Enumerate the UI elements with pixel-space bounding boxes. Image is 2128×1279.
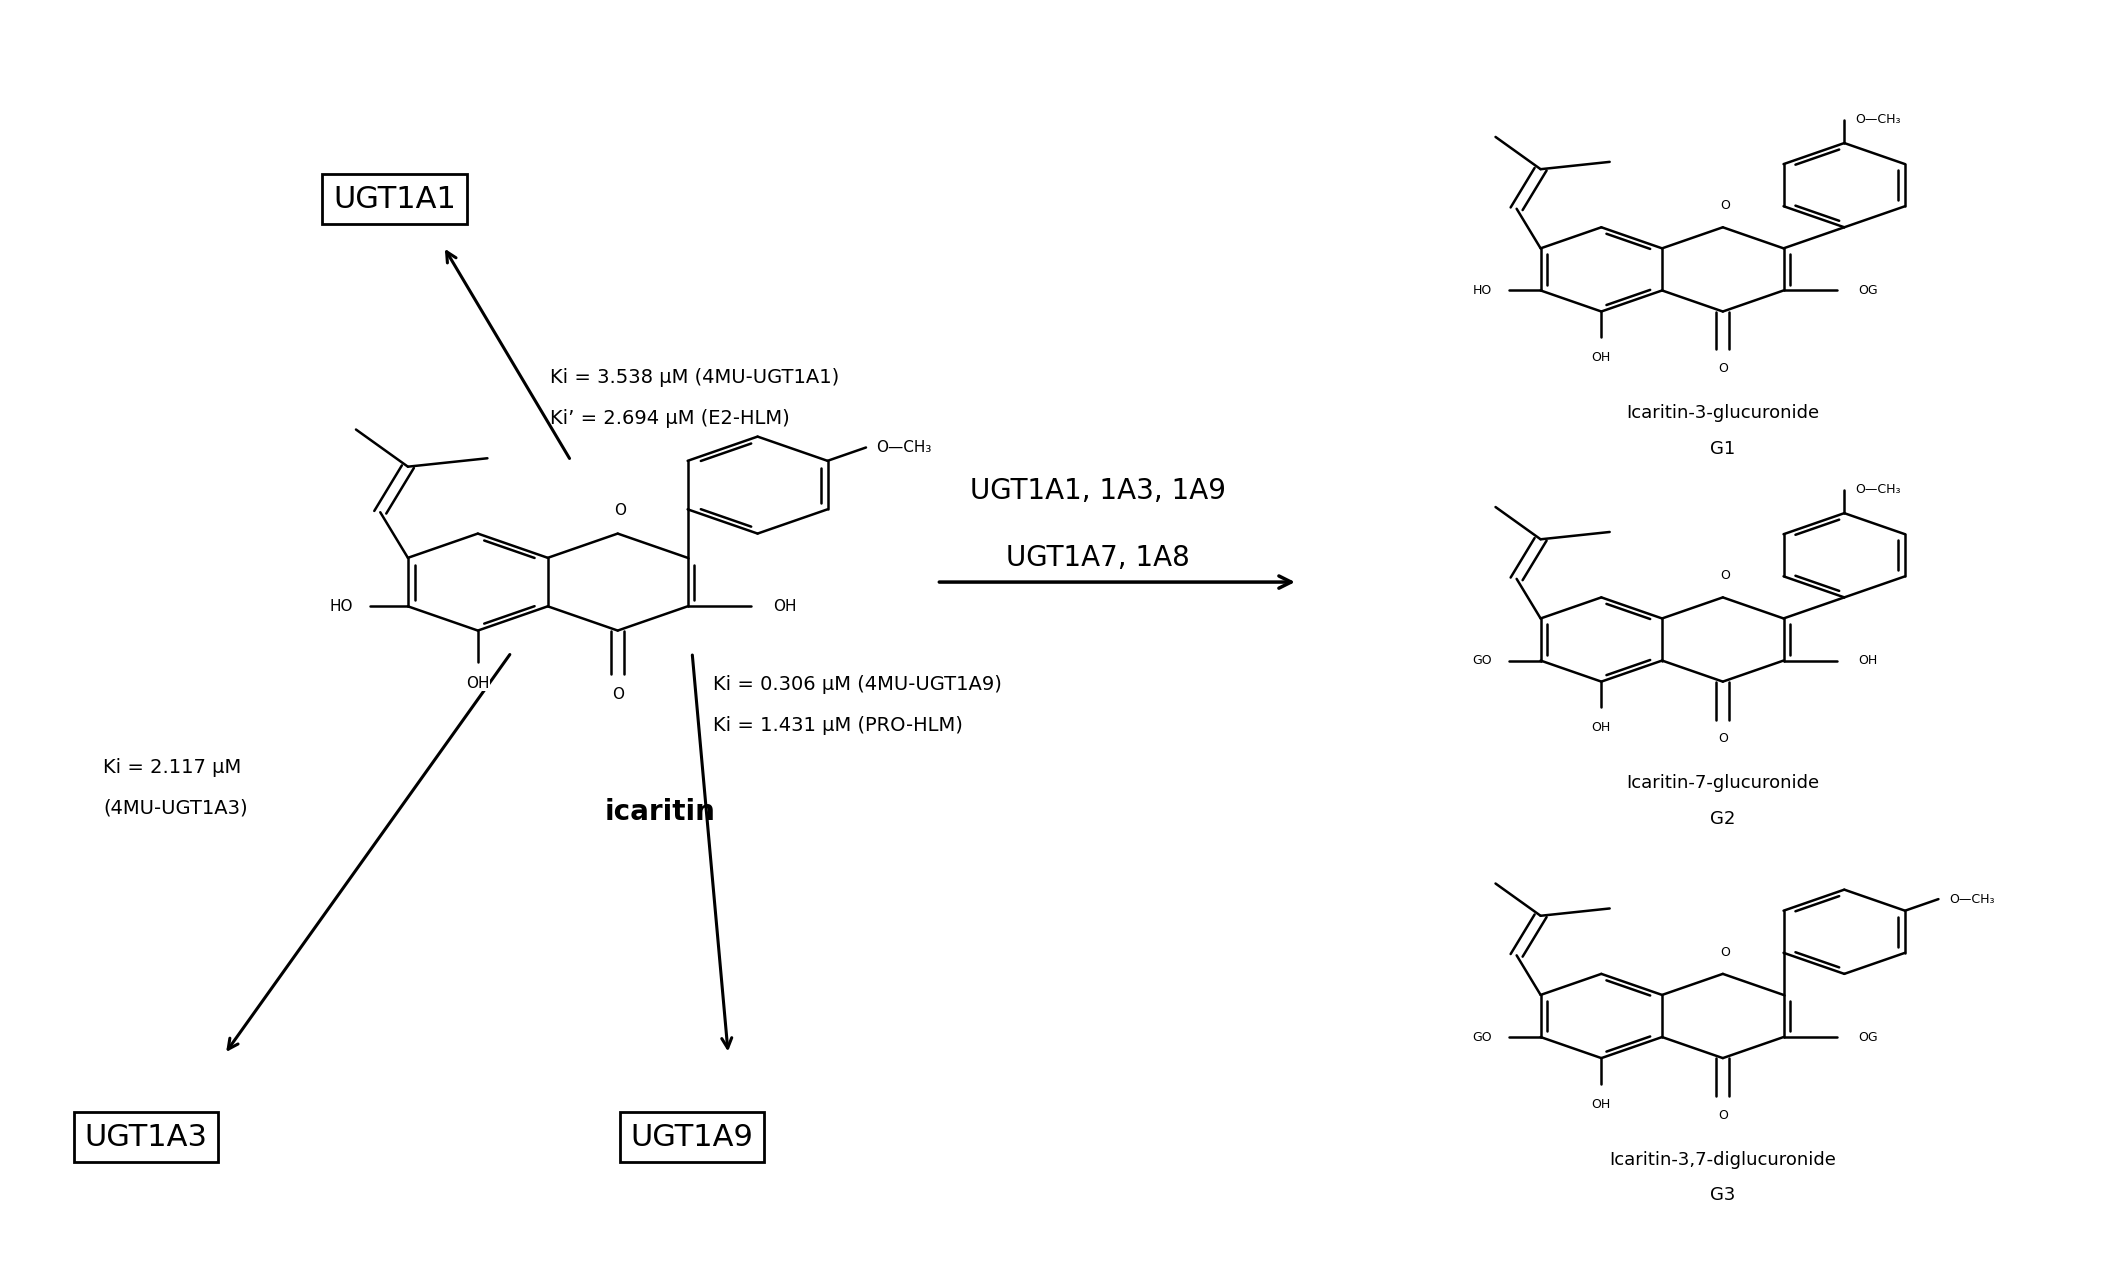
Text: HO: HO (1473, 284, 1492, 297)
Text: O: O (613, 503, 626, 518)
Text: O: O (1717, 1109, 1728, 1122)
Text: UGT1A1, 1A3, 1A9: UGT1A1, 1A3, 1A9 (970, 477, 1226, 505)
Text: UGT1A1: UGT1A1 (334, 184, 455, 214)
Text: O: O (1717, 733, 1728, 746)
Text: G2: G2 (1711, 810, 1736, 828)
Text: icaritin: icaritin (604, 798, 715, 826)
Text: G3: G3 (1711, 1187, 1736, 1205)
Text: UGT1A3: UGT1A3 (85, 1123, 206, 1151)
Text: OH: OH (1592, 352, 1611, 365)
Text: HO: HO (330, 599, 353, 614)
Text: O: O (1719, 569, 1730, 582)
Text: Ki = 1.431 μM (PRO-HLM): Ki = 1.431 μM (PRO-HLM) (713, 715, 964, 734)
Text: Ki = 2.117 μM: Ki = 2.117 μM (104, 757, 243, 776)
Text: OH: OH (772, 599, 796, 614)
Text: OG: OG (1858, 1031, 1877, 1044)
Text: Icaritin-3,7-diglucuronide: Icaritin-3,7-diglucuronide (1609, 1151, 1836, 1169)
Text: G1: G1 (1711, 440, 1736, 458)
Text: OH: OH (1592, 721, 1611, 734)
Text: O—CH₃: O—CH₃ (1949, 893, 1994, 906)
Text: (4MU-UGT1A3): (4MU-UGT1A3) (104, 798, 249, 817)
Text: UGT1A9: UGT1A9 (630, 1123, 753, 1151)
Text: OH: OH (1858, 654, 1877, 668)
Text: Ki = 0.306 μM (4MU-UGT1A9): Ki = 0.306 μM (4MU-UGT1A9) (713, 674, 1002, 693)
Text: OH: OH (1592, 1097, 1611, 1110)
Text: O: O (1717, 362, 1728, 375)
Text: OH: OH (466, 675, 489, 691)
Text: O: O (1719, 945, 1730, 958)
Text: O—CH₃: O—CH₃ (1856, 483, 1900, 496)
Text: O—CH₃: O—CH₃ (877, 440, 932, 455)
Text: Icaritin-3-glucuronide: Icaritin-3-glucuronide (1626, 404, 1819, 422)
Text: Ki = 3.538 μM (4MU-UGT1A1): Ki = 3.538 μM (4MU-UGT1A1) (549, 368, 838, 388)
Text: GO: GO (1473, 654, 1492, 668)
Text: O—CH₃: O—CH₃ (1856, 114, 1900, 127)
Text: GO: GO (1473, 1031, 1492, 1044)
Text: O: O (1719, 200, 1730, 212)
Text: UGT1A7, 1A8: UGT1A7, 1A8 (1007, 544, 1190, 572)
Text: Ki’ = 2.694 μM (E2-HLM): Ki’ = 2.694 μM (E2-HLM) (549, 409, 789, 428)
Text: O: O (611, 687, 624, 702)
Text: Icaritin-7-glucuronide: Icaritin-7-glucuronide (1626, 774, 1819, 792)
Text: OG: OG (1858, 284, 1877, 297)
